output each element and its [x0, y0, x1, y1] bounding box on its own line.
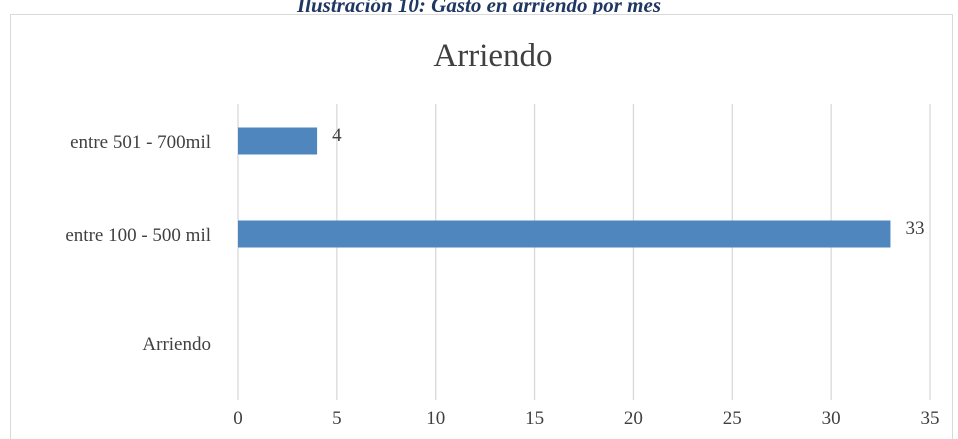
category-labels: entre 501 - 700mil entre 100 - 500 mil Arr… — [65, 132, 211, 355]
x-tick-labels: 0 5 10 15 20 25 30 35 — [233, 408, 939, 429]
bar-0 — [238, 127, 318, 155]
x-tick-10: 10 — [426, 408, 445, 429]
bar-1 — [238, 220, 891, 248]
data-label-0: 4 — [332, 125, 342, 146]
category-label: Arriendo — [142, 334, 211, 355]
category-label: entre 100 - 500 mil — [65, 225, 211, 246]
figure-caption: Ilustración 10: Gasto en arriendo por me… — [296, 0, 662, 17]
category-label: entre 501 - 700mil — [70, 132, 211, 153]
x-tick-35: 35 — [921, 408, 940, 429]
x-tick-30: 30 — [822, 408, 841, 429]
x-tick-20: 20 — [624, 408, 643, 429]
gridlines — [237, 104, 931, 400]
x-tick-0: 0 — [233, 408, 243, 429]
x-tick-25: 25 — [723, 408, 742, 429]
chart-title: Arriendo — [433, 38, 552, 74]
data-labels: 4 33 — [332, 125, 924, 239]
x-tick-15: 15 — [525, 408, 544, 429]
x-tick-5: 5 — [332, 408, 342, 429]
data-label-1: 33 — [905, 218, 924, 239]
bars — [238, 127, 891, 248]
